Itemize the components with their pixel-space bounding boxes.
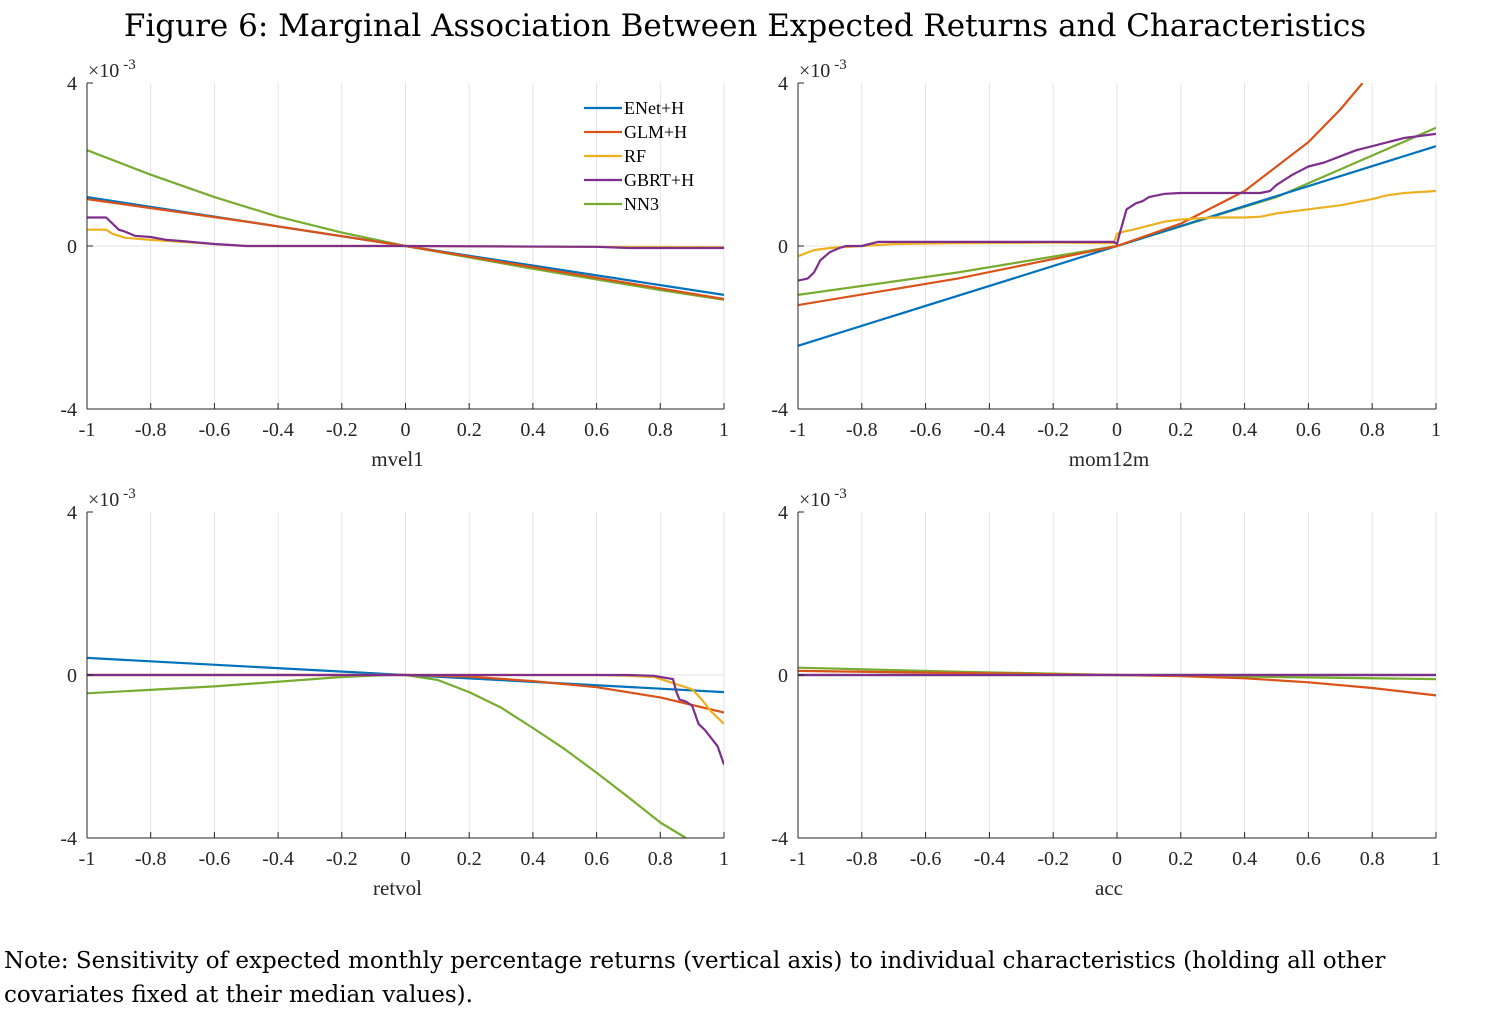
figure-title: Figure 6: Marginal Association Between E… (123, 8, 1367, 44)
legend-label-gbrth: GBRT+H (624, 170, 694, 190)
y-exponent-power: -3 (123, 57, 136, 73)
x-tick-label: -0.6 (199, 419, 231, 441)
x-tick-label: 0.2 (1168, 848, 1193, 870)
y-tick-label: 0 (67, 236, 77, 258)
x-tick-label: -0.8 (846, 419, 878, 441)
x-tick-label: 0.4 (520, 419, 545, 441)
x-tick-label: -0.2 (1037, 848, 1069, 870)
series-group (798, 83, 1436, 347)
x-tick-label: -0.2 (326, 848, 358, 870)
x-tick-label: 0 (1112, 419, 1122, 441)
y-exponent-power: -3 (834, 486, 847, 502)
y-exponent-base: ×10 (799, 60, 830, 82)
x-tick-label: 0.6 (584, 848, 609, 870)
series-line-rf (798, 189, 1436, 258)
panel-mom12m: -1 -0.8 -0.6 -0.4 -0.2 0 0.2 0.4 0.6 0.8 1 4 0 -4 ×10-… (771, 57, 1441, 471)
legend: ENet+H GLM+H RF GBRT+H NN3 (584, 98, 694, 214)
figure-note: Note: Sensitivity of expected monthly pe… (4, 948, 1386, 1008)
y-tick-label: -4 (771, 399, 788, 421)
legend-label-eneth: ENet+H (624, 98, 684, 118)
x-tick-label: -0.6 (910, 848, 942, 870)
x-tick-label: 1 (719, 848, 729, 870)
x-axis-title: acc (1095, 876, 1123, 900)
x-tick-label: -0.6 (199, 848, 231, 870)
x-tick-label: 0 (401, 419, 411, 441)
x-tick-label: -0.4 (974, 419, 1006, 441)
y-exponent-label: ×10 -3 (799, 486, 847, 511)
x-tick-label: 1 (719, 419, 729, 441)
x-tick-label: 0.8 (648, 419, 673, 441)
series-line-glmh (798, 83, 1364, 307)
x-tick-label: -0.4 (262, 848, 294, 870)
y-exponent-power: -3 (123, 486, 136, 502)
legend-label-rf: RF (624, 146, 646, 166)
x-tick-label: 0.8 (1360, 848, 1385, 870)
x-tick-label: -0.8 (846, 848, 878, 870)
y-exponent-power: -3 (834, 57, 847, 73)
x-axis-title: mom12m (1069, 447, 1150, 471)
legend-label-glmh: GLM+H (624, 122, 687, 142)
y-tick-label: -4 (60, 828, 77, 850)
y-tick-label: 0 (778, 236, 788, 258)
figure-canvas: -1 -0.8 -0.6 -0.4 -0.2 0 0.2 0.4 0.6 0.8 140-4×10-… (60, 57, 1441, 900)
y-tick-label: 4 (778, 73, 788, 95)
x-tick-label: -0.4 (262, 419, 294, 441)
x-tick-label: -1 (79, 419, 96, 441)
x-tick-label: 1 (1431, 419, 1441, 441)
x-tick-label: -1 (790, 848, 807, 870)
x-tick-label: -0.2 (1037, 419, 1069, 441)
y-tick-label: -4 (771, 828, 788, 850)
series-line-nn3 (87, 673, 687, 838)
series-line-glmh (798, 669, 1436, 697)
x-tick-label: 0.6 (1296, 419, 1321, 441)
y-exponent-base: ×10 (88, 489, 119, 511)
series-line-gbrth (798, 132, 1436, 282)
y-tick-label: 4 (67, 73, 77, 95)
y-tick-label: -4 (60, 399, 77, 421)
x-tick-label: -0.8 (135, 419, 167, 441)
panel-retvol: -1 -0.8 -0.6 -0.4 -0.2 0 0.2 0.4 0.6 0.8 1 4 0 -4 ×10-… (60, 486, 729, 900)
x-tick-label: -0.4 (974, 848, 1006, 870)
series-line-gbrth (87, 673, 724, 765)
panel-mvel1: -1 -0.8 -0.6 -0.4 -0.2 0 0.2 0.4 0.6 0.8 1 4 0 -4 ×10-… (60, 57, 729, 471)
x-tick-label: 0.8 (1360, 419, 1385, 441)
x-tick-label: 0.6 (1296, 848, 1321, 870)
series-group (798, 666, 1436, 697)
y-tick-label: 4 (778, 502, 788, 524)
y-exponent-base: ×10 (799, 489, 830, 511)
x-tick-label: 1 (1431, 848, 1441, 870)
y-tick-label: 4 (67, 502, 77, 524)
x-tick-label: -0.6 (910, 419, 942, 441)
x-tick-label: 0.4 (520, 848, 545, 870)
x-tick-label: 0.8 (648, 848, 673, 870)
y-exponent-base: ×10 (88, 60, 119, 82)
x-tick-label: 0 (1112, 848, 1122, 870)
x-tick-label: 0.2 (457, 419, 482, 441)
x-tick-label: 0.4 (1232, 848, 1257, 870)
x-tick-label: -1 (79, 848, 96, 870)
legend-label-nn3: NN3 (624, 194, 659, 214)
x-tick-label: 0.2 (457, 848, 482, 870)
y-exponent-label: ×10 -3 (799, 57, 847, 82)
series-group (87, 149, 724, 301)
series-group (87, 656, 724, 838)
y-exponent-label: ×10 -3 (88, 486, 136, 511)
x-axis-title: mvel1 (371, 447, 424, 471)
x-tick-label: 0 (401, 848, 411, 870)
x-tick-label: -0.8 (135, 848, 167, 870)
x-tick-label: -1 (790, 419, 807, 441)
y-tick-label: 0 (778, 665, 788, 687)
panel-acc: -1 -0.8 -0.6 -0.4 -0.2 0 0.2 0.4 0.6 0.8 1 4 0 -4 ×10-… (771, 486, 1441, 900)
series-line-gbrth (87, 216, 724, 250)
x-tick-label: 0.2 (1168, 419, 1193, 441)
y-tick-label: 0 (67, 665, 77, 687)
x-tick-label: -0.2 (326, 419, 358, 441)
y-exponent-label: ×10 -3 (88, 57, 136, 82)
x-tick-label: 0.4 (1232, 419, 1257, 441)
x-tick-label: 0.6 (584, 419, 609, 441)
x-axis-title: retvol (373, 876, 422, 900)
